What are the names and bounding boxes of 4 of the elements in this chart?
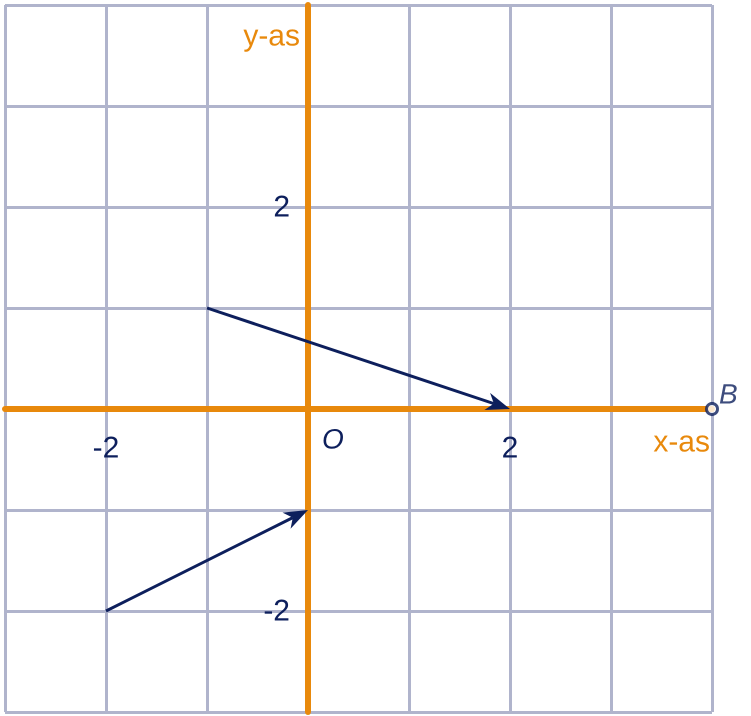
y-axis-title: y-as bbox=[243, 20, 300, 52]
x-axis-title: x-as bbox=[653, 426, 710, 458]
annotation: O bbox=[322, 424, 344, 454]
series-label: B bbox=[719, 378, 738, 410]
